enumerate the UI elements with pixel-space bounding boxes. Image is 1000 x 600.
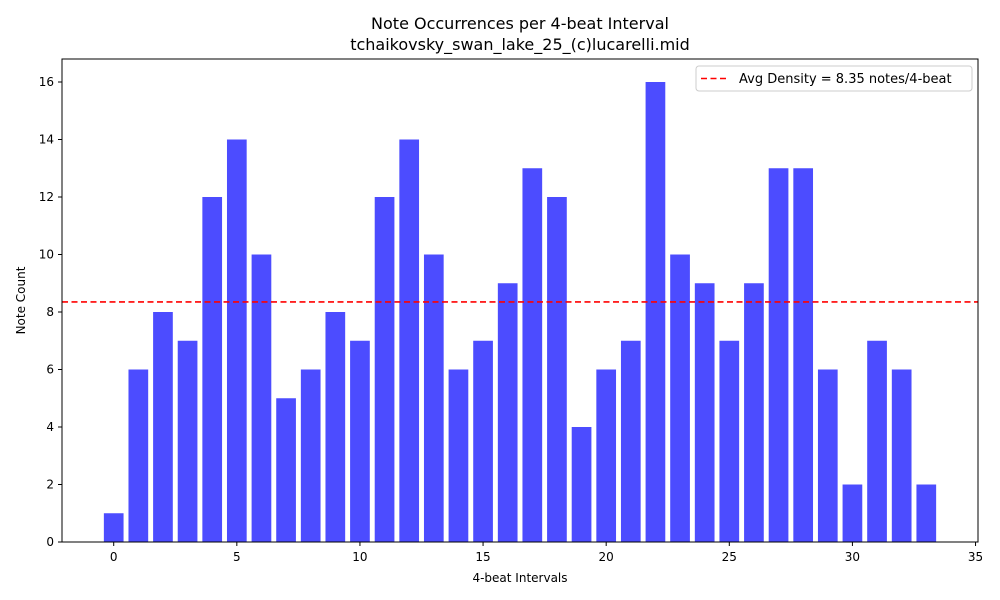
y-tick-label: 12 — [39, 190, 54, 204]
bar-30 — [842, 484, 863, 542]
x-tick-label: 0 — [110, 550, 118, 564]
bar-17 — [522, 168, 543, 542]
bar-33 — [916, 484, 937, 542]
bar-0 — [103, 513, 124, 542]
bar-10 — [350, 340, 370, 542]
x-tick-label: 25 — [722, 550, 737, 564]
x-axis-label: 4-beat Intervals — [472, 571, 567, 585]
bar-1 — [128, 369, 149, 542]
x-tick-label: 5 — [233, 550, 241, 564]
y-tick-label: 2 — [46, 478, 54, 492]
y-tick-label: 4 — [46, 420, 54, 434]
chart-title: Note Occurrences per 4-beat Interval — [371, 14, 669, 33]
x-tick-label: 15 — [475, 550, 490, 564]
bar-16 — [497, 283, 518, 542]
plot-frame — [61, 58, 979, 543]
bar-20 — [596, 369, 617, 542]
bar-11 — [374, 197, 395, 542]
bar-28 — [793, 168, 814, 542]
bar-21 — [620, 340, 641, 542]
bar-31 — [867, 340, 887, 542]
legend-box — [695, 65, 973, 92]
x-tick-label: 20 — [599, 550, 614, 564]
bar-8 — [300, 369, 321, 542]
x-tick-label: 10 — [352, 550, 367, 564]
bar-6 — [251, 254, 272, 542]
bars-group — [103, 82, 937, 542]
bar-24 — [694, 283, 715, 542]
y-axis-ticks: 0 2 4 6 8 10 12 14 16 — [39, 75, 62, 549]
bar-29 — [817, 369, 838, 542]
y-tick-label: 10 — [39, 248, 54, 262]
bar-19 — [571, 427, 592, 542]
bar-3 — [177, 340, 198, 542]
x-axis-ticks: 0 5 10 15 20 25 30 35 — [110, 542, 983, 564]
bar-22 — [645, 82, 666, 542]
y-tick-label: 16 — [39, 75, 54, 89]
bar-12 — [399, 139, 420, 542]
x-tick-label: 30 — [845, 550, 860, 564]
bar-5 — [226, 139, 247, 542]
y-tick-label: 0 — [46, 535, 54, 549]
legend-label: Avg Density = 8.35 notes/4-beat — [739, 72, 952, 87]
x-tick-label: 35 — [968, 550, 983, 564]
legend: Avg Density = 8.35 notes/4-beat — [695, 65, 973, 92]
y-tick-label: 6 — [46, 363, 54, 377]
bar-32 — [891, 369, 912, 542]
bar-4 — [202, 197, 223, 542]
bar-18 — [547, 197, 567, 542]
bar-9 — [325, 312, 346, 542]
chart-subtitle: tchaikovsky_swan_lake_25_(c)lucarelli.mi… — [350, 35, 690, 55]
y-tick-label: 8 — [46, 305, 54, 319]
bar-7 — [276, 398, 296, 542]
y-tick-label: 14 — [39, 133, 54, 147]
bar-25 — [719, 340, 740, 542]
bar-23 — [670, 254, 690, 542]
bar-13 — [423, 254, 444, 542]
y-axis-label: Note Count — [14, 266, 28, 334]
bar-15 — [473, 340, 493, 542]
bar-14 — [448, 369, 469, 542]
bar-26 — [744, 283, 764, 542]
bar-2 — [153, 312, 173, 542]
bar-27 — [768, 168, 789, 542]
